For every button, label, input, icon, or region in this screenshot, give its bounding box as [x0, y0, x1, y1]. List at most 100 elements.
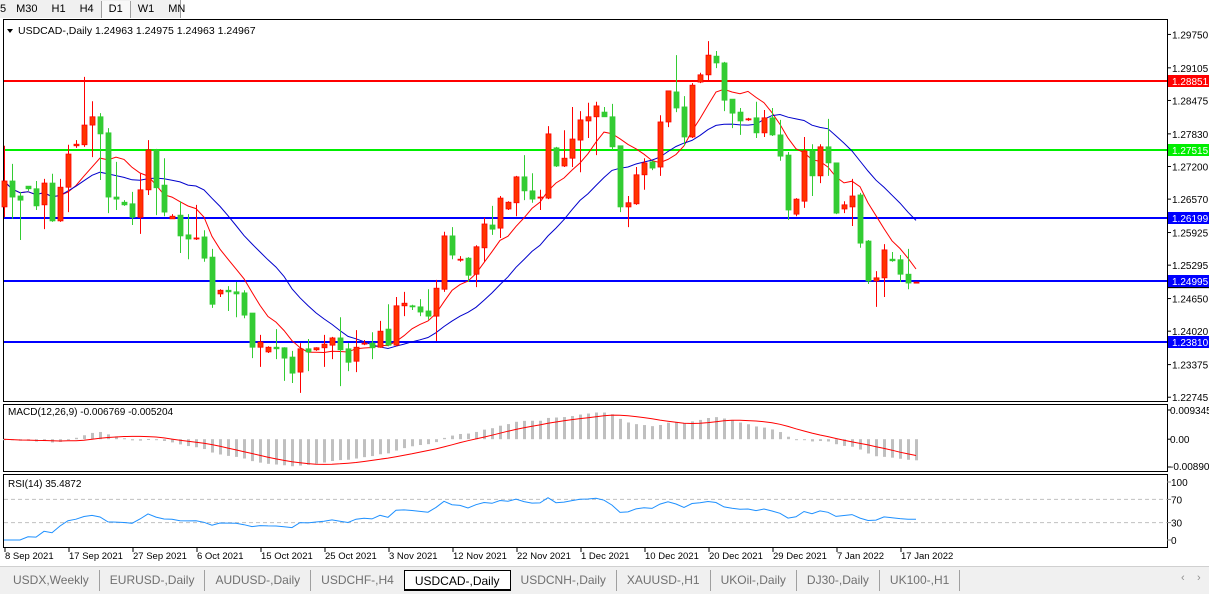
tab-xauusd-h1[interactable]: XAUUSD-,H1 — [617, 570, 711, 591]
bull-candle — [745, 117, 752, 121]
bear-candle — [97, 113, 104, 180]
bull-candle — [217, 289, 224, 298]
macd-histogram-bar — [827, 439, 830, 442]
macd-histogram-bar — [123, 438, 126, 440]
candle-body — [361, 342, 368, 345]
bear-candle — [521, 155, 528, 201]
rsi-panel — [4, 497, 1167, 541]
candle-body — [185, 234, 192, 240]
bull-candle — [569, 106, 576, 168]
tab-scroll-right-icon[interactable]: › — [1197, 572, 1201, 584]
bull-candle — [321, 334, 328, 367]
chart-tabs: USDX,Weekly EURUSD-,Daily AUDUSD-,Daily USD… — [3, 570, 961, 591]
bear-candle — [369, 332, 376, 360]
timeframe-mn-button[interactable]: MN — [168, 2, 186, 15]
candle-body — [777, 134, 784, 157]
price-tick-label: 1.27200 — [1172, 162, 1209, 173]
macd-histogram-bar — [275, 439, 278, 465]
tab-usdcnh-daily[interactable]: USDCNH-,Daily — [511, 570, 617, 591]
bull-candle — [481, 217, 488, 262]
macd-histogram-bar — [171, 439, 174, 443]
timeframe-5-button[interactable]: 5 — [0, 2, 7, 15]
candle-body — [89, 116, 96, 126]
timeframe-h4-button[interactable]: H4 — [79, 2, 94, 15]
bear-candle — [425, 289, 432, 320]
macd-histogram-bar — [259, 439, 262, 463]
horizontal-lines[interactable]: 1.28851 1.27515 1.26199 1.24995 1.23810 — [4, 75, 1209, 349]
tab-audusd-daily[interactable]: AUDUSD-,Daily — [205, 570, 312, 591]
bear-candle — [305, 338, 312, 372]
tab-uk100-h1[interactable]: UK100-,H1 — [880, 570, 961, 591]
bull-candle — [41, 178, 48, 230]
bull-candle — [801, 136, 808, 208]
macd-histogram-bar — [411, 439, 414, 447]
bear-candle — [809, 144, 816, 197]
tab-usdchf-h4[interactable]: USDCHF-,H4 — [311, 570, 405, 591]
candle-body — [257, 341, 264, 348]
macd-histogram-bar — [195, 439, 198, 448]
candle-body — [521, 176, 528, 192]
bear-candle — [417, 299, 424, 317]
tab-usdx-weekly[interactable]: USDX,Weekly — [3, 570, 100, 591]
chart-window[interactable]: 1.28851 1.27515 1.26199 1.24995 1.23810 1.29… — [0, 0, 1209, 566]
candle-body — [473, 246, 480, 275]
candle-body — [449, 235, 456, 256]
macd-histogram-bar — [475, 431, 478, 440]
macd-histogram-bar — [203, 439, 206, 450]
candle-body — [793, 198, 800, 215]
candle-body — [561, 157, 568, 167]
macd-histogram-bar — [739, 422, 742, 440]
bull-candle — [145, 140, 152, 195]
macd-histogram-bar — [699, 419, 702, 440]
candle-body — [377, 330, 384, 348]
candle-body — [393, 305, 400, 346]
price-line-label: 1.28851 — [1172, 77, 1209, 88]
macd-histogram-bar — [267, 439, 270, 464]
tab-eurusd-daily[interactable]: EURUSD-,Daily — [100, 570, 206, 591]
date-tick-label: 10 Dec 2021 — [645, 551, 699, 562]
timeframe-m30-button[interactable]: M30 — [16, 2, 38, 15]
timeframe-h1-button[interactable]: H1 — [51, 2, 66, 15]
timeframe-d1-button[interactable]: D1 — [100, 0, 131, 18]
candle-body — [161, 184, 168, 213]
tab-dj30-daily[interactable]: DJ30-,Daily — [797, 570, 880, 591]
date-tick-label: 1 Dec 2021 — [581, 551, 630, 562]
candle-body — [913, 281, 920, 284]
macd-histogram-bar — [811, 439, 814, 442]
price-line-label-box — [1168, 144, 1209, 156]
candle-body — [873, 277, 880, 282]
bear-candle — [33, 180, 40, 210]
tab-scroll-left-icon[interactable]: ‹ — [1181, 572, 1185, 584]
candle-body — [729, 98, 736, 114]
candle-body — [417, 306, 424, 313]
macd-histogram-bar — [299, 439, 302, 466]
bull-candle — [625, 196, 632, 228]
rsi-tick-label: 70 — [1171, 495, 1183, 506]
bear-candle — [25, 185, 32, 191]
price-axis: 1.29750 1.29105 1.28475 1.27830 1.27200 1.265… — [1167, 30, 1209, 547]
candle-body — [113, 196, 120, 200]
bull-candle — [505, 201, 512, 210]
macd-histogram-bar — [355, 439, 358, 459]
candle-body — [193, 237, 200, 240]
tab-ukoil-daily[interactable]: UKOil-,Daily — [711, 570, 797, 591]
candle-body — [553, 147, 560, 167]
tab-usdcad-daily[interactable]: USDCAD-,Daily — [403, 570, 511, 591]
bull-candle — [641, 158, 648, 190]
rsi-panel-frame — [3, 474, 1168, 548]
candle-body — [217, 289, 224, 295]
macd-panel — [3, 412, 918, 467]
bull-candle — [657, 115, 664, 176]
macd-histogram-bar — [555, 417, 558, 440]
timeframe-w1-button[interactable]: W1 — [137, 2, 155, 15]
bull-candle — [537, 189, 544, 210]
rsi-tick-label: 0 — [1171, 536, 1177, 547]
triangle-down-icon[interactable] — [7, 29, 13, 33]
rsi-label: RSI(14) 35.4872 — [8, 479, 82, 490]
bull-candle — [457, 256, 464, 262]
bull-candle — [577, 111, 584, 173]
candle-body — [809, 150, 816, 177]
bull-candle — [265, 346, 272, 353]
macd-histogram-bar — [707, 418, 710, 440]
candle-body — [505, 201, 512, 210]
